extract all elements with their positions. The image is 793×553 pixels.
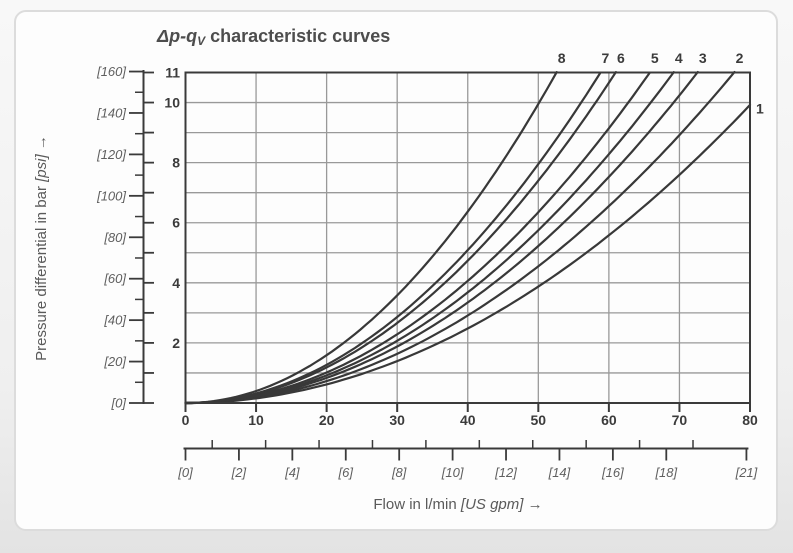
flow-tick-label: 60 [601,412,617,428]
bar-tick-label: 6 [172,215,180,231]
bar-tick-label: 2 [172,335,180,351]
psi-tick-label: [40] [103,313,126,328]
curve-2 [184,70,736,405]
gpm-tick-label: [21] [735,465,758,480]
curve-label-1: 1 [756,101,764,117]
y-axis-arrow-glyph: → [33,135,50,150]
chart-title: Δp-qV characteristic curves [156,26,390,48]
curve-label-8: 8 [558,50,566,66]
chart-title-text: characteristic curves [205,26,390,46]
curve-4 [184,71,675,405]
flow-tick-label: 40 [460,412,476,428]
x-axis-arrow-glyph: → [528,496,543,513]
grid-layer [185,72,750,403]
flow-tick-label: 0 [182,412,190,428]
curve-label-3: 3 [699,50,707,66]
gpm-tick-label: [8] [391,465,407,480]
psi-tick-label: [60] [103,271,126,286]
curve-1 [184,103,752,405]
gpm-tick-label: [0] [177,465,193,480]
x-axis-title: Flow in l/min [US gpm] → [373,496,542,513]
bar-tick-label: 11 [165,65,180,81]
curve-3 [184,70,699,405]
x-axis-title-unit: [US gpm] [460,496,524,513]
curve-5 [184,71,651,405]
psi-tick-label: [140] [96,105,126,120]
curve-label-6: 6 [617,50,625,66]
bar-tick-label: 10 [164,95,180,111]
psi-tick-label: [20] [103,354,126,369]
gpm-tick-label: [6] [338,465,354,480]
curves-layer [184,70,752,405]
chart-title-formula-subscript: V [197,34,206,48]
flow-tick-label: 80 [742,412,758,428]
psi-tick-label: [0] [111,396,127,411]
flow-tick-label: 50 [531,412,547,428]
flow-tick-label: 10 [248,412,264,428]
bar-tick-label: 8 [172,155,180,171]
curve-7 [184,71,602,405]
gpm-tick-label: [2] [231,465,247,480]
gpm-tick-label: [14] [548,465,571,480]
flow-tick-label: 20 [319,412,335,428]
flow-tick-label: 30 [389,412,405,428]
plot-frame [184,71,751,404]
psi-tick-label: [80] [103,230,126,245]
y-axis-title: Pressure differential in bar [psi] → [33,135,50,361]
y-axis-title-unit: [psi] [33,154,50,183]
x-axis-title-text: Flow in l/min [373,496,461,513]
gpm-tick-label: [16] [601,465,624,480]
gpm-tick-label: [10] [441,465,464,480]
gpm-tick-label: [18] [654,465,677,480]
curve-label-7: 7 [602,50,610,66]
curve-label-4: 4 [675,50,683,66]
chart-card [14,10,778,531]
gpm-tick-label: [12] [494,465,517,480]
chart-title-formula: Δp-q [156,26,197,46]
curve-8 [184,71,558,405]
gpm-tick-label: [4] [284,465,300,480]
psi-tick-label: [100] [96,188,126,203]
axes-layer [129,70,751,461]
flow-tick-label: 70 [672,412,688,428]
psi-tick-label: [120] [96,147,126,162]
curve-label-2: 2 [736,50,744,66]
psi-tick-label: [160] [96,64,126,79]
curve-label-5: 5 [651,50,659,66]
y-axis-title-text: Pressure differential in bar [33,182,50,361]
bar-tick-label: 4 [172,275,180,291]
